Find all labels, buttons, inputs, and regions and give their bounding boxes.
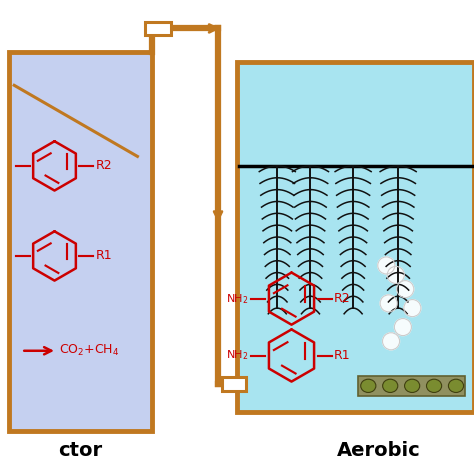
- Circle shape: [387, 266, 404, 283]
- Text: NH$_2$: NH$_2$: [226, 292, 249, 306]
- Text: ctor: ctor: [58, 441, 103, 460]
- Bar: [222, 377, 246, 391]
- Ellipse shape: [448, 379, 464, 392]
- Circle shape: [383, 333, 400, 350]
- Text: Aerobic: Aerobic: [337, 441, 421, 460]
- Circle shape: [380, 295, 397, 312]
- Text: R1: R1: [96, 249, 112, 263]
- Text: NH$_2$: NH$_2$: [226, 348, 249, 363]
- Ellipse shape: [404, 379, 419, 392]
- Bar: [9, 52, 152, 431]
- Ellipse shape: [383, 379, 398, 392]
- Text: CO$_2$+CH$_4$: CO$_2$+CH$_4$: [59, 343, 119, 358]
- Circle shape: [397, 281, 414, 298]
- Bar: [145, 22, 171, 35]
- Circle shape: [404, 300, 421, 317]
- Text: R2: R2: [96, 159, 112, 173]
- Bar: [237, 62, 474, 412]
- Circle shape: [394, 319, 411, 336]
- Ellipse shape: [361, 379, 376, 392]
- Text: R1: R1: [334, 349, 351, 362]
- Bar: [358, 376, 465, 396]
- Circle shape: [378, 257, 395, 274]
- Ellipse shape: [427, 379, 442, 392]
- Text: R2: R2: [334, 292, 351, 305]
